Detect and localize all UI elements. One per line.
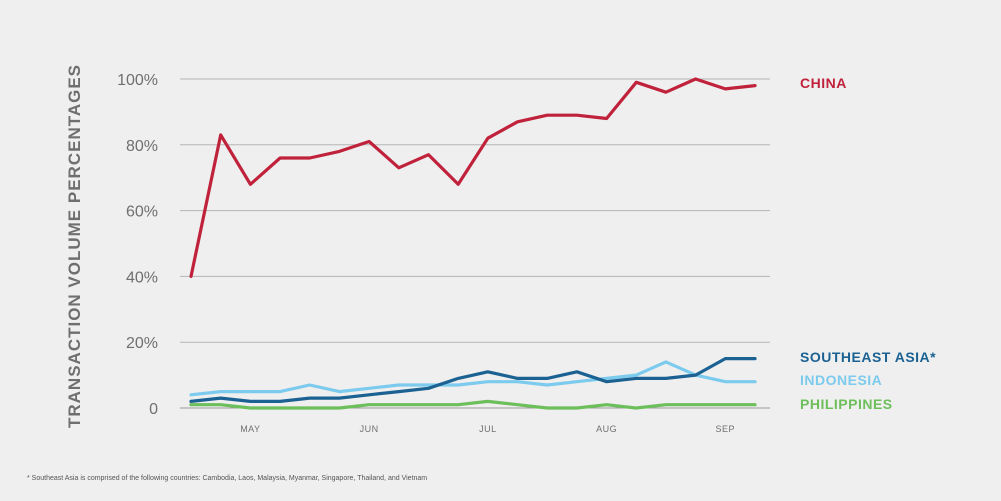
y-tick-label: 0: [149, 401, 158, 418]
y-axis-title: TRANSACTION VOLUME PERCENTAGES: [65, 64, 84, 428]
y-tick-label: 60%: [126, 204, 158, 221]
gridlines: [180, 78, 770, 409]
x-tick-label: MAY: [240, 424, 260, 434]
y-tick-label: 20%: [126, 335, 158, 352]
legend-label-philippines: PHILIPPINES: [800, 396, 893, 412]
x-tick-label: JUL: [479, 424, 497, 434]
series-lines: [189, 77, 757, 410]
legend-label-southeast-asia: SOUTHEAST ASIA*: [800, 349, 936, 365]
y-tick-label: 80%: [126, 138, 158, 155]
legend-label-china: CHINA: [800, 75, 847, 91]
series-line-philippines: [189, 399, 757, 410]
x-tick-label: JUN: [360, 424, 379, 434]
footnote: * Southeast Asia is comprised of the fol…: [27, 475, 427, 482]
series-line-southeast-asia: [189, 357, 757, 403]
series-line-indonesia: [189, 360, 757, 397]
y-tick-label: 40%: [126, 269, 158, 286]
series-line-china: [189, 77, 757, 278]
x-tick-label: SEP: [716, 424, 736, 434]
y-axis-ticks: 0 20% 40% 60% 80% 100%: [117, 72, 158, 418]
x-axis-ticks: MAY JUN JUL AUG SEP: [240, 424, 736, 434]
legend-label-indonesia: INDONESIA: [800, 372, 882, 388]
y-tick-label: 100%: [117, 72, 158, 89]
legend: CHINA SOUTHEAST ASIA* INDONESIA PHILIPPINES: [800, 75, 936, 412]
x-tick-label: AUG: [596, 424, 617, 434]
